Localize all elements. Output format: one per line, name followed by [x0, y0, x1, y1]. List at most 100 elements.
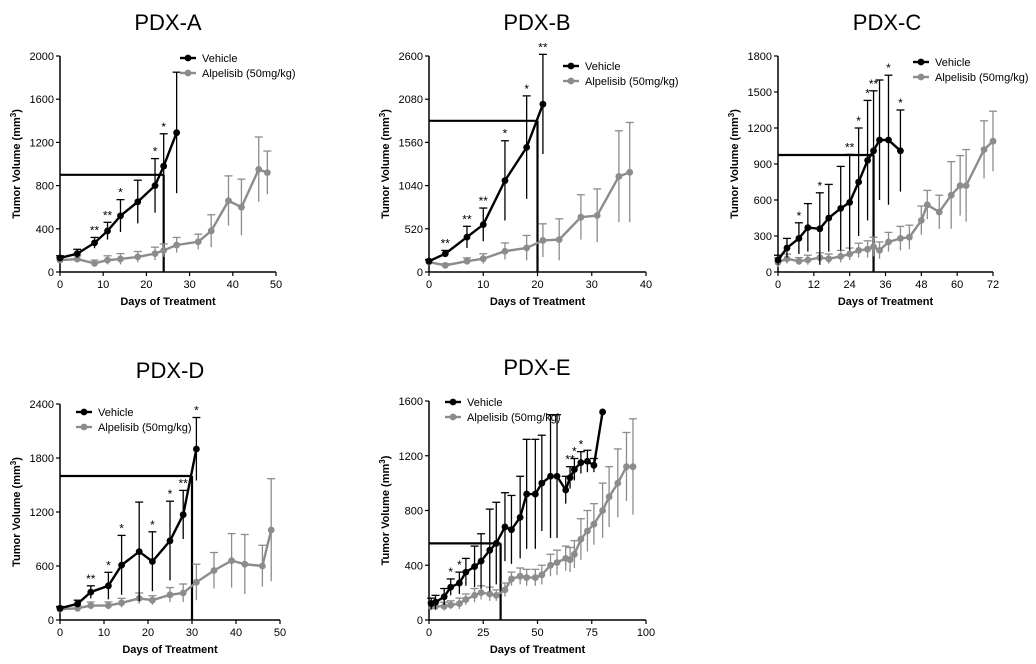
data-point — [584, 458, 591, 465]
significance-marker: ** — [538, 40, 548, 54]
data-point — [195, 238, 202, 245]
x-tick-label: 25 — [477, 627, 489, 639]
x-tick-label: 10 — [97, 279, 109, 291]
data-point — [623, 463, 630, 470]
y-tick-label: 400 — [405, 560, 423, 572]
data-point — [508, 526, 515, 533]
data-point — [502, 248, 509, 255]
data-point — [578, 214, 585, 221]
data-point — [180, 511, 187, 518]
y-tick-label: 1600 — [399, 396, 423, 408]
data-point — [626, 169, 633, 176]
significance-marker: * — [161, 120, 166, 134]
data-point — [614, 480, 621, 487]
y-axis-label: Tumor Volume (mm3) — [9, 109, 24, 219]
y-tick-label: 1500 — [748, 87, 772, 99]
data-point — [173, 129, 180, 136]
data-point — [462, 569, 469, 576]
data-point — [897, 147, 904, 154]
y-axis-label: Tumor Volume (mm3) — [727, 109, 742, 219]
data-point — [74, 600, 81, 607]
data-point — [517, 573, 524, 580]
data-point — [149, 558, 156, 565]
data-point — [118, 600, 125, 607]
data-point — [784, 245, 791, 252]
x-tick-label: 20 — [531, 279, 543, 291]
data-point — [264, 169, 271, 176]
data-point — [540, 237, 547, 244]
data-point — [816, 225, 823, 232]
legend-label: Vehicle — [935, 57, 970, 69]
data-point — [493, 592, 500, 599]
data-point — [478, 558, 485, 565]
series-vehicle: * **** * — [427, 409, 606, 609]
data-point — [160, 247, 167, 254]
chart-title: PDX-B — [503, 10, 570, 35]
data-point — [517, 514, 524, 521]
y-tick-label: 800 — [36, 181, 54, 193]
data-point — [615, 173, 622, 180]
x-tick-label: 40 — [640, 279, 652, 291]
significance-marker: * — [150, 518, 155, 532]
y-tick-label: 1200 — [748, 123, 772, 135]
data-point — [578, 536, 585, 543]
data-point — [796, 258, 803, 265]
legend-swatch-marker — [81, 409, 88, 416]
data-point — [523, 245, 530, 252]
data-point — [486, 547, 493, 554]
data-point — [837, 205, 844, 212]
legend-swatch-marker — [185, 70, 192, 77]
data-point — [846, 199, 853, 206]
y-tick-label: 0 — [48, 267, 54, 279]
x-tick-label: 100 — [637, 627, 655, 639]
legend-label: Vehicle — [585, 61, 620, 73]
data-point — [456, 580, 463, 587]
data-point — [870, 147, 877, 154]
y-tick-label: 600 — [36, 561, 54, 573]
y-axis-label-text: Tumor Volume (mm — [380, 464, 392, 566]
significance-marker: ** — [179, 476, 189, 490]
x-tick-label: 30 — [586, 279, 598, 291]
data-point — [876, 247, 883, 254]
x-axis-label: Days of Treatment — [490, 644, 586, 656]
y-axis-label-close: ) — [380, 455, 392, 459]
x-tick-label: 50 — [270, 279, 282, 291]
data-point — [897, 235, 904, 242]
legend: Vehicle Alpelisib (50mg/kg) — [563, 61, 679, 88]
data-point — [478, 589, 485, 596]
data-point — [538, 480, 545, 487]
data-point — [591, 462, 598, 469]
data-point — [804, 224, 811, 231]
data-point — [775, 257, 782, 264]
y-axis-label-close: ) — [11, 457, 23, 461]
data-point — [906, 234, 913, 241]
series-alpelisib — [425, 122, 634, 268]
data-point — [238, 204, 245, 211]
data-point — [796, 235, 803, 242]
y-tick-label: 300 — [754, 231, 772, 243]
data-point — [567, 556, 574, 563]
data-point — [105, 602, 112, 609]
significance-marker: * — [503, 127, 508, 141]
chart-title: PDX-A — [134, 10, 202, 35]
data-point — [471, 592, 478, 599]
chart-panel-4: PDX-E 0 25 50 75 100 0 400 800 1200 1600 Days of Tr… — [378, 355, 656, 656]
y-tick-label: 1200 — [399, 451, 423, 463]
y-axis-label-text: Tumor Volume (mm — [729, 117, 741, 219]
x-tick-label: 75 — [586, 627, 598, 639]
significance-marker: * — [153, 145, 158, 159]
data-point — [447, 584, 454, 591]
x-tick-label: 40 — [230, 627, 242, 639]
y-axis-label-text: Tumor Volume (mm — [11, 465, 23, 567]
y-tick-label: 1560 — [399, 137, 423, 149]
data-point — [571, 551, 578, 558]
data-point — [118, 562, 125, 569]
legend: Vehicle Alpelisib (50mg/kg) — [76, 407, 192, 434]
legend: Vehicle Alpelisib (50mg/kg) — [180, 53, 296, 80]
y-tick-label: 2400 — [30, 399, 54, 411]
data-point — [554, 559, 561, 566]
x-tick-label: 20 — [140, 279, 152, 291]
data-point — [864, 246, 871, 253]
data-point — [523, 574, 530, 581]
x-tick-label: 10 — [477, 279, 489, 291]
